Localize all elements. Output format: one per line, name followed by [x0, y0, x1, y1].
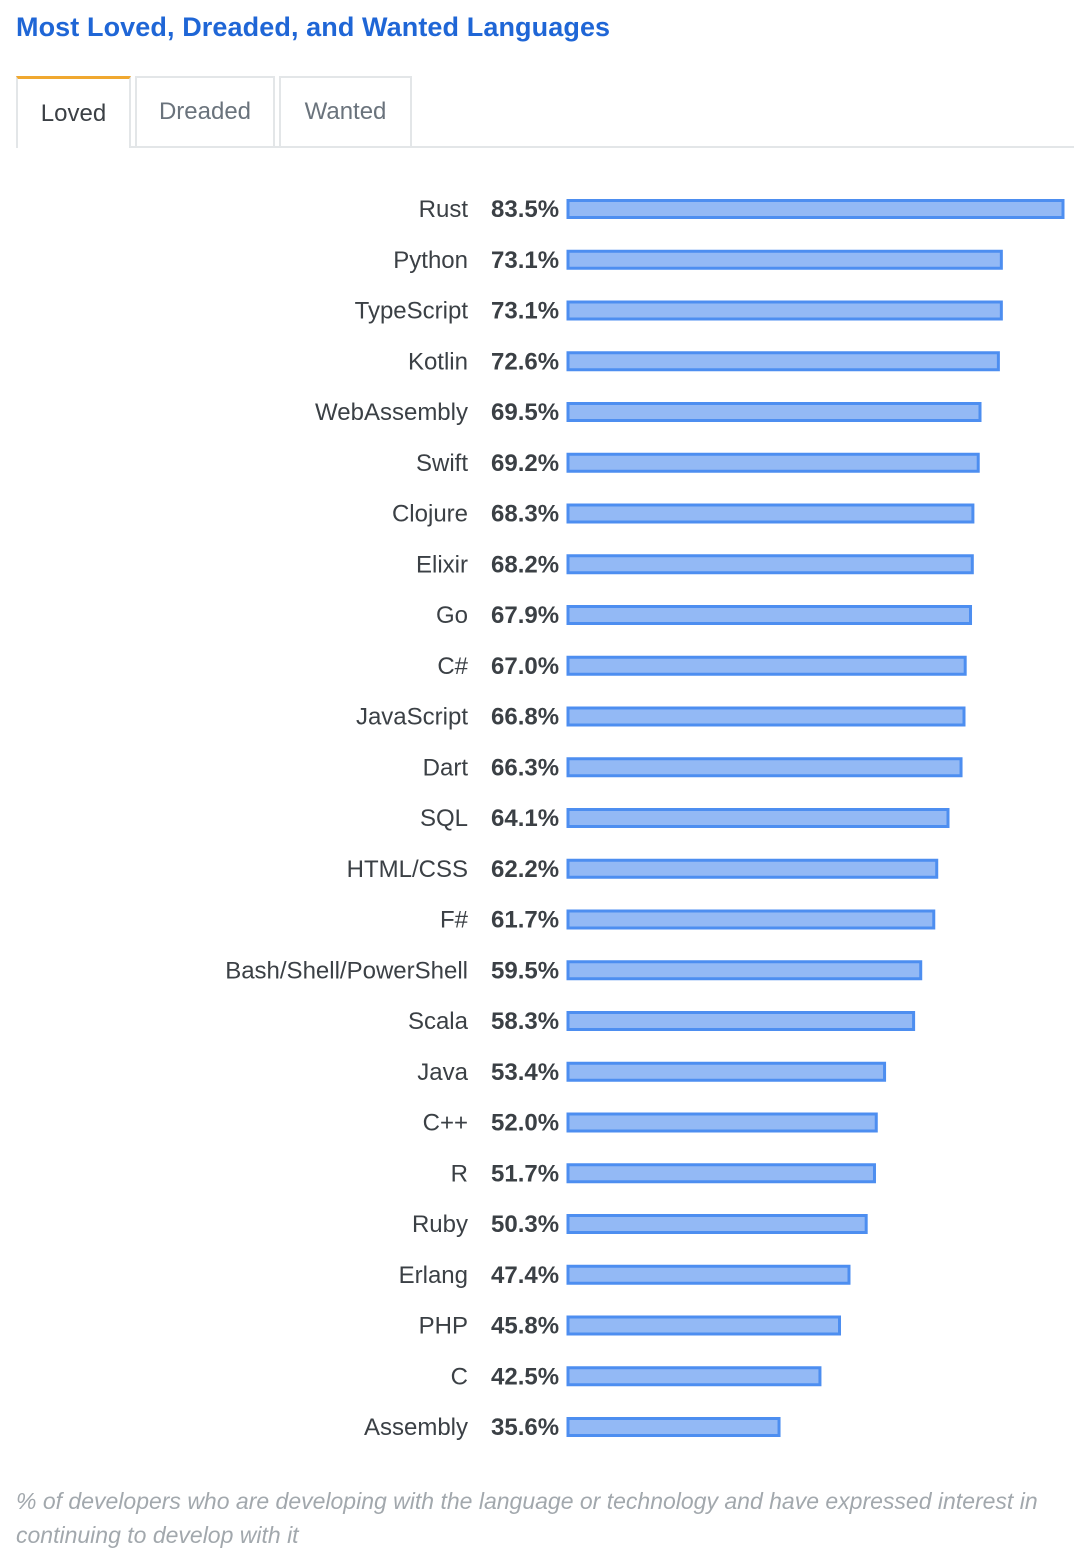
bar — [566, 706, 966, 727]
category-label: F# — [440, 907, 469, 934]
category-label: Bash/Shell/PowerShell — [225, 957, 468, 984]
bar — [566, 909, 936, 930]
bar — [566, 1214, 868, 1234]
tab-dreaded[interactable]: Dreaded — [135, 76, 275, 146]
category-label: Kotlin — [408, 348, 468, 375]
bar — [566, 249, 1003, 270]
bar — [566, 402, 982, 422]
value-label: 67.9% — [491, 602, 559, 629]
bar — [566, 1366, 822, 1387]
value-label: 58.3% — [491, 1008, 559, 1035]
value-label: 73.1% — [491, 298, 559, 325]
category-label: SQL — [420, 805, 468, 832]
category-label: R — [451, 1160, 468, 1187]
bar — [566, 1264, 851, 1285]
value-label: 64.1% — [491, 805, 559, 832]
category-label: TypeScript — [355, 298, 469, 325]
value-label: 51.7% — [491, 1160, 559, 1187]
bar — [566, 1163, 876, 1184]
value-label: 47.4% — [491, 1262, 559, 1289]
category-label: Rust — [419, 196, 469, 223]
value-label: 68.2% — [491, 551, 559, 578]
value-label: 72.6% — [491, 348, 559, 375]
bar — [566, 300, 1003, 321]
value-label: 66.8% — [491, 704, 559, 731]
chart-title: Most Loved, Dreaded, and Wanted Language… — [16, 12, 611, 42]
value-label: 42.5% — [491, 1363, 559, 1390]
value-label: 66.3% — [491, 754, 559, 781]
bar — [566, 1417, 781, 1437]
bar — [566, 503, 975, 524]
category-label: Swift — [416, 450, 468, 477]
bar — [566, 1011, 916, 1031]
category-label: WebAssembly — [315, 399, 468, 426]
bar — [566, 808, 950, 828]
bar — [566, 1112, 878, 1133]
value-label: 50.3% — [491, 1211, 559, 1238]
category-label: Scala — [408, 1008, 469, 1035]
tab-bar: Loved Dreaded Wanted — [16, 76, 1074, 148]
value-label: 68.3% — [491, 501, 559, 528]
bar-chart: Rust 83.5% Python 73.1% TypeScript 73.1% Kotli… — [225, 196, 1065, 1441]
value-label: 35.6% — [491, 1414, 559, 1441]
value-label: 83.5% — [491, 196, 559, 223]
category-label: Clojure — [392, 501, 468, 528]
bar — [566, 199, 1065, 219]
category-label: Python — [393, 247, 468, 274]
category-label: Elixir — [416, 551, 468, 578]
category-label: Java — [417, 1059, 468, 1086]
category-label: Dart — [423, 754, 469, 781]
bar — [566, 960, 923, 981]
bar — [566, 1315, 842, 1336]
value-label: 61.7% — [491, 907, 559, 934]
value-label: 67.0% — [491, 653, 559, 680]
bar — [566, 757, 963, 778]
bar — [566, 858, 939, 879]
value-label: 52.0% — [491, 1110, 559, 1137]
value-label: 69.2% — [491, 450, 559, 477]
value-label: 69.5% — [491, 399, 559, 426]
category-label: C++ — [423, 1110, 468, 1137]
category-label: C# — [437, 653, 468, 680]
value-label: 53.4% — [491, 1059, 559, 1086]
category-label: HTML/CSS — [347, 856, 468, 883]
tab-wanted[interactable]: Wanted — [279, 76, 412, 146]
value-label: 62.2% — [491, 856, 559, 883]
footnote: % of developers who are developing with … — [16, 1488, 1038, 1548]
category-label: Go — [436, 602, 468, 629]
category-label: Assembly — [364, 1414, 468, 1441]
category-label: Ruby — [412, 1211, 468, 1238]
bar — [566, 1061, 887, 1082]
tab-loved[interactable]: Loved — [16, 76, 131, 148]
bar — [566, 655, 967, 676]
bar — [566, 452, 980, 473]
category-label: JavaScript — [356, 704, 468, 731]
value-label: 73.1% — [491, 247, 559, 274]
category-label: Erlang — [399, 1262, 468, 1289]
category-label: C — [451, 1363, 468, 1390]
value-label: 59.5% — [491, 957, 559, 984]
bar — [566, 605, 973, 625]
value-label: 45.8% — [491, 1313, 559, 1340]
category-label: PHP — [419, 1313, 468, 1340]
bar — [566, 554, 974, 575]
bar — [566, 351, 1000, 372]
